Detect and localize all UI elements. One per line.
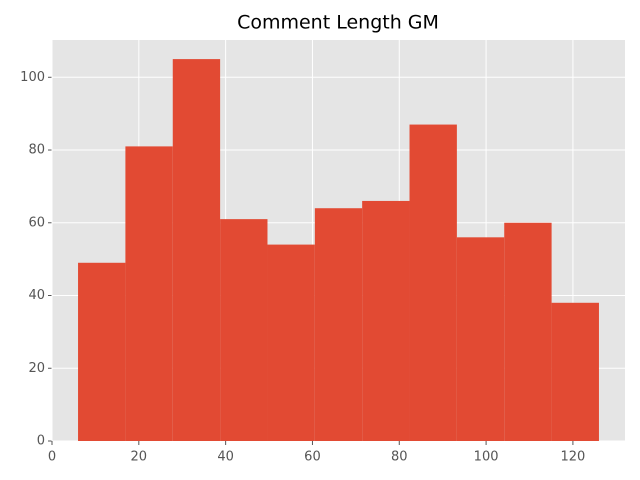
x-tick-label: 20 <box>131 450 148 465</box>
bar <box>125 146 173 441</box>
bar <box>78 262 126 441</box>
bar <box>172 59 221 441</box>
bar <box>504 222 552 441</box>
y-tick-label: 20 <box>28 361 45 376</box>
chart-title: Comment Length GM <box>237 12 439 34</box>
x-tick-label: 0 <box>48 450 56 465</box>
bar <box>267 244 315 441</box>
bar <box>314 208 363 441</box>
y-tick-label: 60 <box>28 215 45 230</box>
x-tick-label: 100 <box>474 450 499 465</box>
bar <box>409 124 457 441</box>
bar <box>220 219 268 441</box>
x-tick-label: 40 <box>217 450 234 465</box>
bar <box>362 200 410 441</box>
x-tick-label: 120 <box>560 450 585 465</box>
y-tick-label: 40 <box>28 288 45 303</box>
y-tick-label: 0 <box>37 434 45 449</box>
x-tick-label: 80 <box>391 450 408 465</box>
y-tick-label: 80 <box>28 143 45 158</box>
y-tick-label: 100 <box>20 70 45 85</box>
bar <box>551 302 599 441</box>
x-tick-label: 60 <box>304 450 321 465</box>
bar <box>456 237 505 441</box>
